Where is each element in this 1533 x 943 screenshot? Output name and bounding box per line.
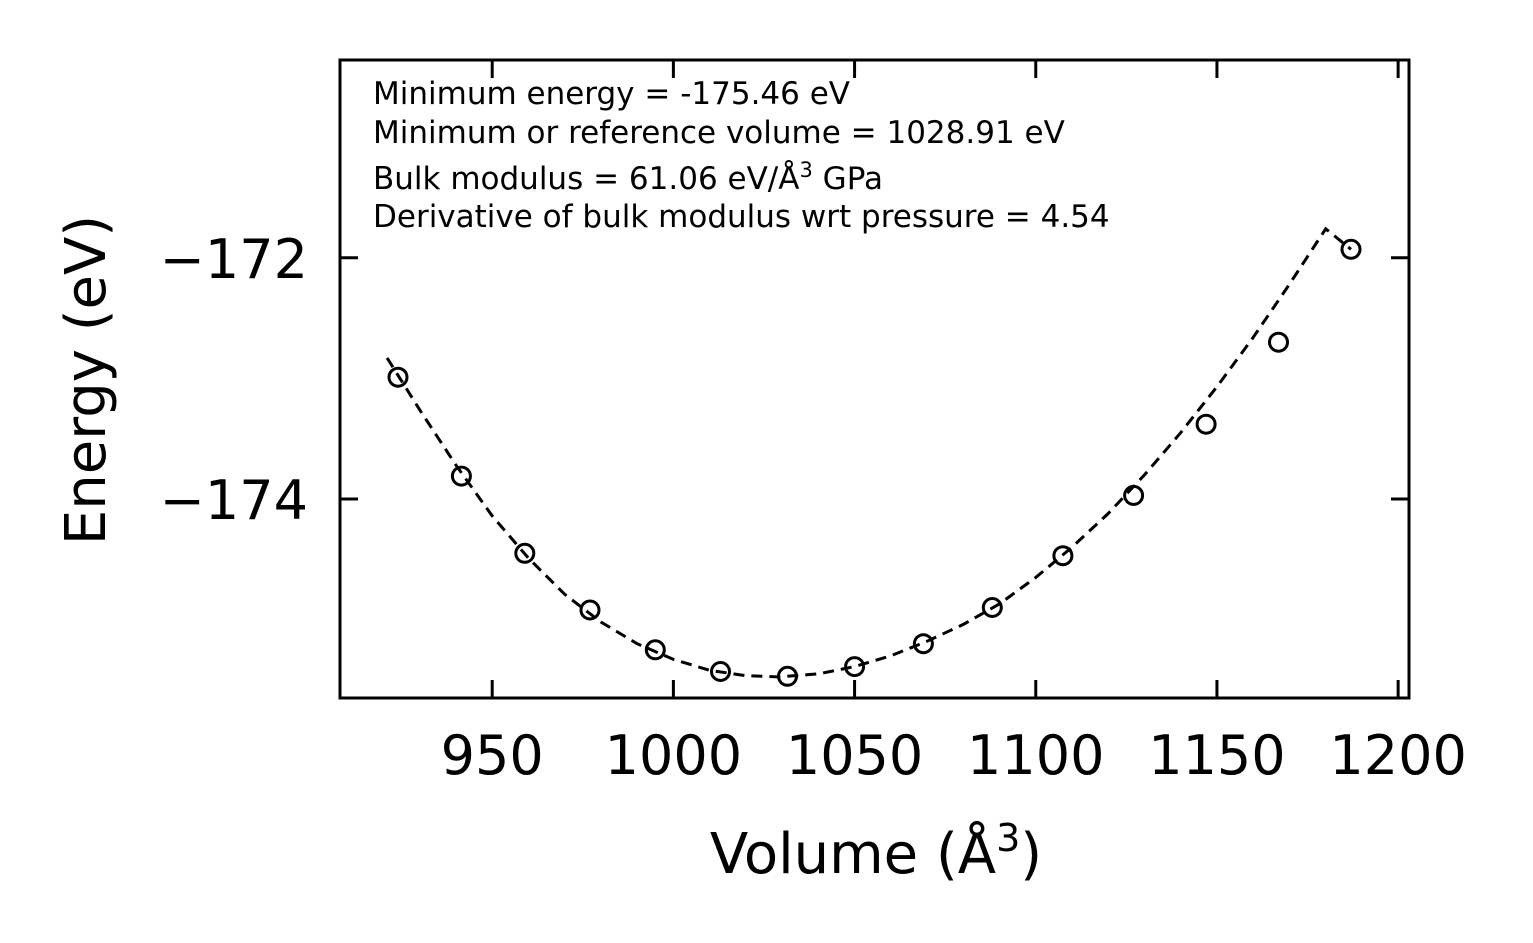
data-point-6	[710, 661, 731, 682]
fit-curve-layer	[385, 226, 1352, 679]
data-point-11	[1052, 545, 1074, 567]
y-tick-label--174: −174	[160, 469, 308, 532]
data-point-14	[1268, 331, 1289, 353]
annotation-min-volume: Minimum or reference volume = 1028.91 eV	[373, 115, 1065, 151]
y-axis-title: Energy (eV)	[54, 215, 119, 545]
data-point-10	[981, 597, 1003, 618]
plot-frame	[338, 58, 1411, 700]
fit-curve	[385, 226, 1352, 679]
data-point-4	[579, 599, 601, 621]
data-point-3	[514, 542, 536, 564]
y-tick-label--172: −172	[160, 228, 308, 291]
data-point-13	[1195, 413, 1217, 435]
annotation-bulk-modulus: Bulk modulus = 61.06 eV/Å3 GPa	[373, 158, 883, 197]
annotation-bulk-modulus-derivative: Derivative of bulk modulus wrt pressure …	[373, 199, 1110, 235]
data-point-15	[1340, 238, 1362, 260]
annotation-bulk-modulus-sup: 3	[799, 158, 812, 182]
data-point-7	[777, 665, 798, 687]
data-point-9	[912, 633, 934, 655]
data-point-1	[387, 366, 409, 388]
ticks-layer: 950 1000 1050 1100 1150 1200 −172 −174	[160, 60, 1467, 787]
x-axis-title-main: Volume (Å	[710, 821, 996, 887]
data-point-5	[644, 639, 666, 661]
x-tick-label-1200: 1200	[1329, 724, 1466, 787]
annotation-bulk-modulus-suffix: GPa	[813, 161, 883, 197]
x-tick-label-1100: 1100	[967, 724, 1104, 787]
x-tick-label-950: 950	[441, 724, 544, 787]
x-axis-title-sup: 3	[996, 816, 1020, 860]
data-point-8	[844, 656, 866, 678]
x-tick-label-1050: 1050	[786, 724, 923, 787]
x-tick-label-1150: 1150	[1148, 724, 1285, 787]
data-point-12	[1123, 484, 1145, 506]
annotation-bulk-modulus-prefix: Bulk modulus = 61.06 eV/Å	[373, 161, 799, 197]
data-points-layer	[387, 238, 1362, 687]
x-axis-title: Volume (Å3)	[710, 816, 1042, 887]
x-axis-title-close: )	[1020, 822, 1042, 887]
data-point-2	[450, 465, 472, 487]
x-tick-label-1000: 1000	[605, 724, 742, 787]
annotation-min-energy: Minimum energy = -175.46 eV	[373, 76, 850, 112]
